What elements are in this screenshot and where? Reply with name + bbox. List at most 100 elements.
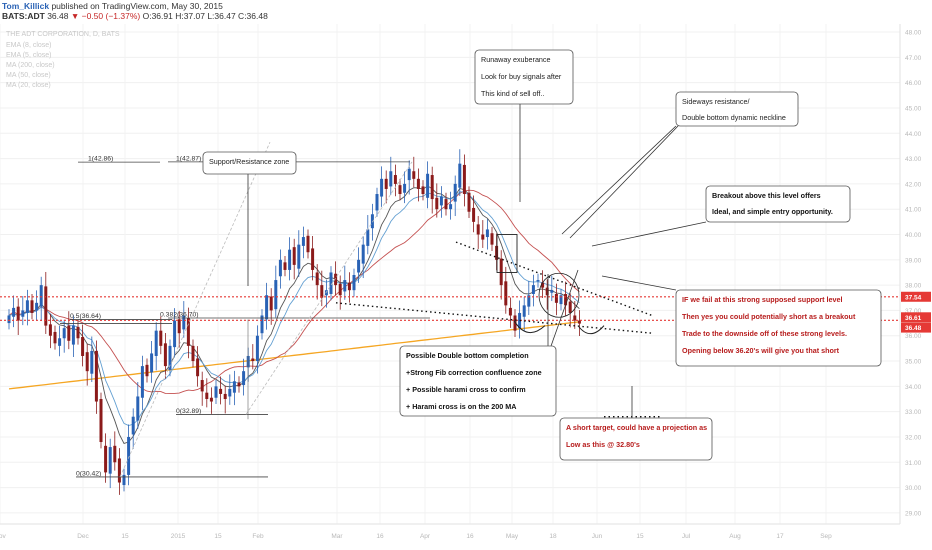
candle [140, 355, 144, 411]
annotation-fail-support[interactable]: IF we fail at this strong supposed suppo… [601, 275, 882, 367]
candle [122, 468, 126, 492]
candle [62, 319, 66, 353]
candle [311, 236, 315, 281]
candle [251, 344, 255, 370]
candle [196, 346, 200, 387]
candle [163, 332, 167, 379]
y-tick-label: 40.00 [905, 232, 922, 239]
y-tick-label: 39.00 [905, 257, 922, 264]
time-axis[interactable]: Nov Dec 15 2015 15 Feb Mar 16 Apr 16 May 18 Jun 15 Jul… [0, 523, 900, 540]
candle [550, 275, 554, 302]
x-tick-label: Apr [420, 533, 431, 540]
candle [191, 339, 195, 368]
x-tick-label: Dec [77, 533, 89, 540]
y-tick-label: 44.00 [905, 131, 922, 138]
annotation-box [399, 345, 557, 417]
candle [513, 309, 517, 337]
x-tick-label: Sep [820, 533, 832, 540]
candle [269, 288, 273, 325]
y-tick-label: 38.00 [905, 283, 922, 290]
annotation-short-target[interactable]: A short target, could have a projection … [559, 386, 713, 461]
candle [104, 433, 108, 483]
price-chart[interactable]: 1(42.86) 1(42.87) 0.5(36.64) 0.382(36.70) 0(… [0, 24, 932, 550]
symbol-name: BATS:ADT [2, 11, 45, 21]
candle [527, 280, 531, 315]
author-link[interactable]: Tom_Killick [2, 1, 50, 11]
price-tag: 37.54 [901, 291, 931, 302]
x-tick-label: 15 [214, 533, 222, 540]
last-price: 36.48 [47, 11, 69, 21]
candle [306, 229, 310, 259]
annotation-text: This kind of sell off.. [481, 89, 544, 98]
annotation-runaway[interactable]: Runaway exuberance Look for buy signals a… [474, 49, 574, 202]
annotation-box [202, 151, 297, 175]
annotation-text: + Harami cross is on the 200 MA [406, 402, 516, 411]
candle [214, 380, 218, 405]
candle [232, 370, 236, 406]
annotation-support-resistance[interactable]: Support/Resistance zone [202, 151, 297, 286]
ohlc-values: O:36.91 H:37.07 L:36.47 C:36.48 [142, 11, 268, 21]
harami-ellipse [538, 272, 580, 318]
candle [21, 296, 25, 326]
candles [7, 149, 581, 495]
annotation-box [675, 91, 799, 127]
candle [522, 297, 526, 332]
y-tick-label: 43.00 [905, 156, 922, 163]
candle [559, 288, 563, 311]
annotation-leader [591, 221, 707, 247]
candle [99, 392, 103, 449]
candle [352, 268, 356, 297]
candle [343, 265, 347, 300]
x-tick-label: 15 [636, 533, 644, 540]
fib-label: 1(42.87) [176, 155, 201, 162]
annotation-leader [601, 275, 677, 291]
price-tag: 36.48 [901, 322, 931, 333]
candle [85, 343, 89, 386]
price-tag: 36.61 [901, 312, 931, 323]
candle [573, 301, 577, 329]
ma-200-line [8, 321, 580, 390]
candle [315, 264, 319, 300]
candle [288, 237, 292, 281]
annotation-leader [569, 125, 679, 239]
x-tick-label: 2015 [171, 533, 186, 540]
annotation-double-bottom[interactable]: Possible Double bottom completion +Strong… [399, 269, 579, 417]
price-axis[interactable]: 29.00 30.00 31.00 32.00 33.00 34.00 35.00 36.00… [899, 24, 931, 524]
candle [435, 183, 439, 218]
candle [182, 301, 186, 338]
annotation-breakout[interactable]: Breakout above this level offers Ideal, a… [591, 185, 851, 247]
candle [76, 320, 80, 345]
x-tick-label: 16 [376, 533, 384, 540]
price-change: ▼ −0.50 (−1.37%) [70, 11, 141, 21]
candle [58, 325, 62, 357]
candle [577, 310, 581, 336]
annotation-text: Trade to the downside off of these stron… [682, 329, 847, 338]
annotation-text: A short target, could have a projection … [566, 423, 707, 432]
candle [260, 309, 264, 340]
selloff-box [496, 234, 518, 273]
candle [81, 324, 85, 367]
annotation-sideways[interactable]: Sideways resistance/Double bottom dynami… [561, 91, 799, 239]
candle [375, 187, 379, 217]
candle [554, 283, 558, 316]
x-tick-label: 16 [466, 533, 474, 540]
candle [71, 315, 75, 357]
fib-label: 0.382(36.70) [160, 312, 199, 319]
annotation-text: Support/Resistance zone [209, 157, 289, 166]
fib-label: 1(42.86) [88, 156, 113, 163]
candle [108, 438, 112, 489]
candle [205, 378, 209, 408]
annotation-text: Low as this @ 32.80's [566, 440, 640, 449]
y-tick-label: 33.00 [905, 409, 922, 416]
candle [127, 424, 131, 486]
candle [541, 270, 545, 299]
candle [297, 230, 301, 278]
candle [136, 382, 140, 429]
candle [283, 256, 287, 277]
candle [301, 226, 305, 259]
x-tick-label: Jul [682, 533, 691, 540]
annotation-text: +Strong Fib correction confluence zone [406, 368, 542, 377]
candle [150, 341, 154, 383]
candle [357, 247, 361, 283]
